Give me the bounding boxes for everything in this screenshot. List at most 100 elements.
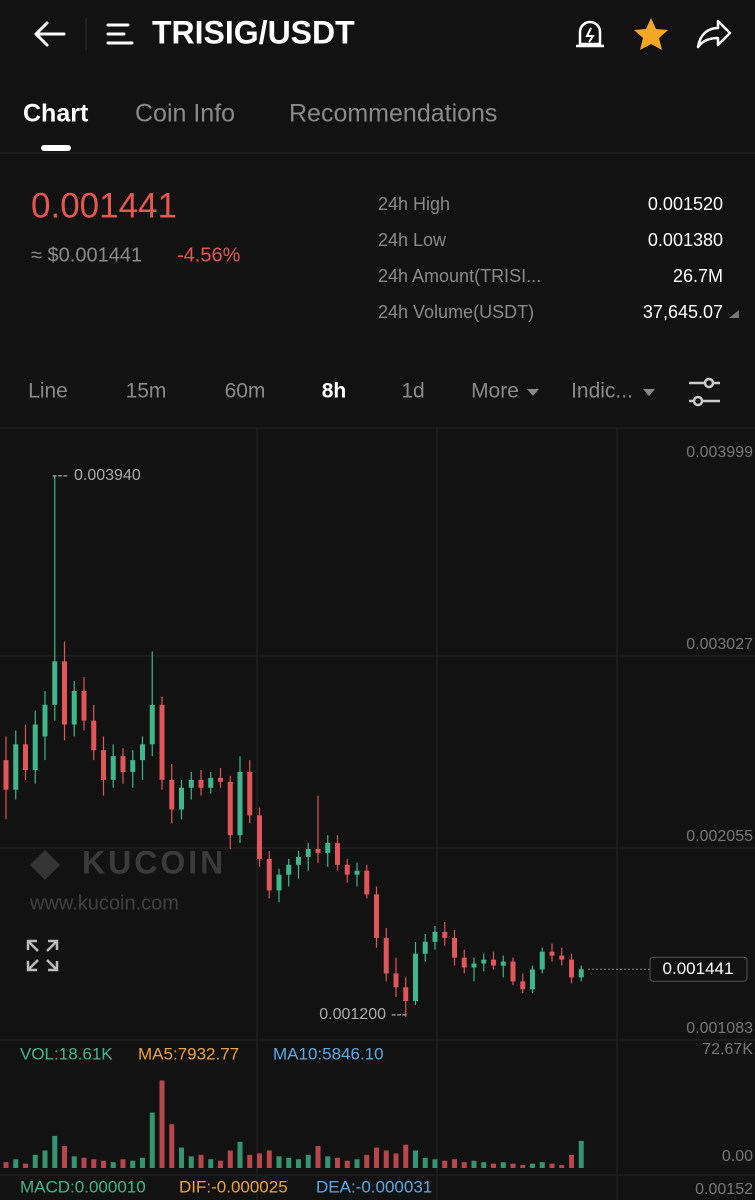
volume-bar	[461, 1162, 467, 1168]
timeframe-option[interactable]: Indic...	[571, 380, 633, 403]
price-axis-label: 0.002055	[686, 828, 753, 845]
volume-bar	[91, 1159, 97, 1168]
low-dash: ---	[391, 1006, 407, 1023]
volume-bar	[569, 1154, 574, 1168]
volume-bar	[276, 1156, 282, 1168]
candle-body	[3, 760, 9, 790]
volume-bar	[296, 1159, 301, 1168]
timeframe-option[interactable]: 60m	[225, 380, 266, 403]
volume-bar	[335, 1157, 340, 1168]
candle-body	[71, 690, 77, 725]
stat-value: 26.7M	[673, 266, 723, 286]
candle-body	[413, 953, 418, 1002]
low-label: 0.001200	[319, 1006, 386, 1023]
candle-body	[276, 874, 282, 891]
last-price-label: 0.001441	[663, 959, 734, 978]
dea-label: DEA:-0.000031	[316, 1177, 432, 1196]
volume-bar	[159, 1080, 165, 1168]
volume-bar	[403, 1144, 409, 1168]
volume-bar	[344, 1160, 350, 1168]
candle-body	[179, 787, 184, 810]
tab[interactable]: Chart	[23, 100, 89, 128]
volume-bar	[198, 1154, 204, 1168]
candle-body	[578, 969, 584, 978]
back-button[interactable]	[34, 21, 66, 47]
volume-bar	[71, 1156, 77, 1168]
candle-body	[140, 744, 145, 761]
volume-bar	[257, 1153, 262, 1168]
volume-bar	[62, 1146, 67, 1168]
candle-body	[91, 720, 97, 751]
last-price: 0.001441	[31, 186, 177, 225]
candle-body	[374, 894, 379, 938]
candle-body	[169, 779, 175, 810]
candle-body	[296, 856, 301, 865]
volume-bar	[452, 1159, 457, 1168]
volume-bar	[364, 1154, 370, 1168]
candle-body	[130, 760, 136, 772]
candle-body	[120, 756, 126, 772]
stat-value: 37,645.07	[643, 302, 723, 322]
candle-body	[520, 981, 526, 990]
volume-bar	[149, 1112, 155, 1168]
candle-body	[471, 963, 477, 968]
volume-bar	[208, 1159, 214, 1168]
timeframe-option[interactable]: 8h	[322, 380, 347, 403]
fullscreen-button[interactable]	[26, 939, 59, 972]
ma5-label: MA5:7932.77	[138, 1044, 239, 1063]
candle-body	[208, 777, 214, 788]
volume-bar	[140, 1157, 145, 1168]
candle-body	[559, 955, 565, 960]
volume-bar	[32, 1154, 38, 1168]
candle-body	[442, 931, 448, 938]
volume-axis-label: 0.00	[722, 1148, 753, 1165]
tab[interactable]: Recommendations	[289, 100, 497, 128]
volume-bar	[266, 1150, 272, 1168]
candle-body	[149, 704, 155, 745]
timeframe-option[interactable]: 15m	[126, 380, 167, 403]
price-axis-label: 0.003027	[686, 636, 753, 653]
candle-body	[539, 951, 545, 970]
candle-body	[266, 858, 272, 891]
candle-body	[218, 777, 223, 782]
candle-body	[403, 987, 409, 1002]
volume-bar	[52, 1135, 58, 1168]
volume-bar	[227, 1150, 233, 1168]
volume-bar	[218, 1160, 223, 1168]
share-button[interactable]	[696, 19, 732, 49]
candle-body	[383, 937, 389, 974]
timeframe-bar: Line 15m 60m 8h 1d More Indic...	[28, 380, 633, 403]
pair-title: TRISIG/USDT	[152, 14, 355, 50]
volume-bar	[237, 1141, 243, 1168]
volume-bar	[42, 1150, 48, 1168]
tab-indicator	[41, 145, 71, 151]
macd-label: MACD:0.000010	[20, 1177, 146, 1196]
timeframe-option[interactable]: More	[471, 380, 519, 403]
volume-bar	[179, 1147, 184, 1168]
stat-value: 0.001520	[648, 194, 723, 214]
macd-axis-label: 0.00152	[695, 1181, 753, 1198]
volume-bar	[23, 1163, 28, 1168]
volume-bar	[305, 1154, 311, 1168]
timeframe-option[interactable]: Line	[28, 380, 68, 403]
price-axis-label: 0.003999	[686, 444, 753, 461]
volume-bar	[81, 1157, 87, 1168]
chart-settings-button[interactable]	[689, 377, 720, 407]
candle-body	[549, 951, 555, 956]
candle-body	[510, 961, 516, 982]
alert-button[interactable]	[576, 20, 604, 48]
volume-bar	[520, 1165, 526, 1168]
volume-bar	[413, 1150, 418, 1168]
candle-body	[335, 843, 340, 865]
candle-body	[101, 750, 106, 780]
volume-bar	[3, 1162, 9, 1168]
volume-bar	[315, 1146, 321, 1168]
menu-button[interactable]	[106, 23, 134, 45]
favorite-star[interactable]	[634, 18, 668, 50]
candle-body	[393, 973, 399, 988]
candle-body	[491, 959, 496, 966]
timeframe-option[interactable]: 1d	[401, 380, 424, 403]
tab[interactable]: Coin Info	[135, 100, 235, 128]
volume-bar	[110, 1162, 116, 1168]
